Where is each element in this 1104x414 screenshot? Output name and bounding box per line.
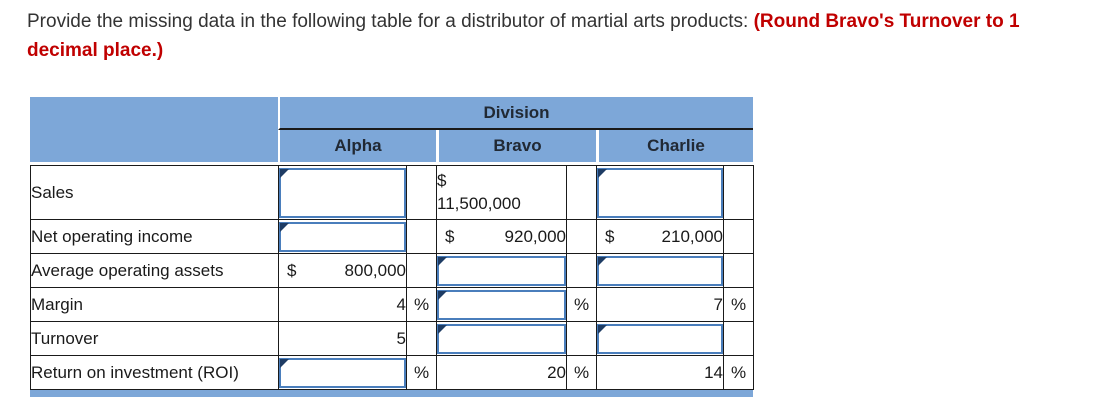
empty-cell <box>406 165 437 220</box>
average-operating-assets-bravo-input[interactable] <box>439 257 564 284</box>
margin-charlie-value: 7 <box>596 287 724 322</box>
empty-cell <box>406 219 437 254</box>
net-operating-income-bravo-cell: $ 920,000 <box>436 219 567 254</box>
column-header-alpha: Alpha <box>278 130 436 162</box>
empty-cell <box>566 253 597 288</box>
net-operating-income-charlie-value: 210,000 <box>661 226 723 246</box>
net-operating-income-label: Net operating income <box>30 219 279 254</box>
average-operating-assets-charlie-field <box>597 255 723 286</box>
row-turnover: Turnover 5 <box>30 321 754 356</box>
turnover-label: Turnover <box>30 321 279 356</box>
row-roi: Return on investment (ROI) % 20 % 14 % <box>30 355 754 390</box>
margin-alpha-value: 4 <box>278 287 407 322</box>
turnover-bravo-input[interactable] <box>439 325 564 352</box>
division-header: Division <box>278 97 753 130</box>
instruction-emphasis: (Round Bravo's Turnover to 1 decimal pla… <box>27 11 1020 62</box>
empty-cell <box>566 165 597 220</box>
sales-charlie-input[interactable] <box>599 169 721 216</box>
empty-cell <box>723 253 754 288</box>
net-operating-income-alpha-cell <box>278 219 407 254</box>
roi-alpha-cell <box>278 355 407 390</box>
average-operating-assets-charlie-cell <box>596 253 724 288</box>
net-operating-income-alpha-input[interactable] <box>281 223 404 250</box>
turnover-alpha-value: 5 <box>278 321 407 356</box>
dollar-sign: $ <box>605 226 615 246</box>
header-row-columns: Alpha Bravo Charlie <box>30 130 753 162</box>
roi-alpha-field <box>279 357 406 388</box>
average-operating-assets-alpha-value: 800,000 <box>344 260 406 280</box>
sales-bravo-cell: $ 11,500,000 <box>436 165 567 220</box>
row-average-operating-assets: Average operating assets $ 800,000 <box>30 253 754 288</box>
average-operating-assets-bravo-field <box>437 255 566 286</box>
turnover-charlie-cell <box>596 321 724 356</box>
roi-charlie-value: 14 <box>596 355 724 390</box>
empty-cell <box>566 321 597 356</box>
empty-cell <box>566 219 597 254</box>
sales-alpha-input[interactable] <box>281 169 404 216</box>
percent-sign: % <box>566 355 597 390</box>
empty-cell <box>406 253 437 288</box>
sales-charlie-field <box>597 167 723 218</box>
row-margin: Margin 4 % % 7 % <box>30 287 754 322</box>
turnover-charlie-field <box>597 323 723 354</box>
net-operating-income-charlie-cell: $ 210,000 <box>596 219 724 254</box>
sales-label: Sales <box>30 165 279 220</box>
instruction: Provide the missing data in the followin… <box>27 7 1089 66</box>
dollar-sign: $ <box>287 260 297 280</box>
margin-bravo-field <box>437 289 566 320</box>
table-corner-blank-2 <box>30 130 278 162</box>
instruction-text: Provide the missing data in the followin… <box>27 11 754 32</box>
column-header-bravo: Bravo <box>436 130 596 162</box>
average-operating-assets-charlie-input[interactable] <box>599 257 721 284</box>
column-header-charlie: Charlie <box>596 130 753 162</box>
sales-bravo-value: 11,500,000 <box>437 193 521 213</box>
row-net-operating-income: Net operating income $ 920,000 $ 210,000 <box>30 219 754 254</box>
percent-sign: % <box>406 287 437 322</box>
average-operating-assets-alpha-cell: $ 800,000 <box>278 253 407 288</box>
turnover-bravo-field <box>437 323 566 354</box>
margin-label: Margin <box>30 287 279 322</box>
distributor-table: Division Alpha Bravo Charlie Sales <box>30 97 754 397</box>
table-corner-blank <box>30 97 278 130</box>
net-operating-income-bravo-value: 920,000 <box>504 226 566 246</box>
net-operating-income-alpha-field <box>279 221 406 252</box>
table-body: Sales $ 11,500,000 <box>30 165 754 390</box>
margin-bravo-input[interactable] <box>439 291 564 318</box>
turnover-bravo-cell <box>436 321 567 356</box>
dollar-sign: $ <box>437 170 447 190</box>
percent-sign: % <box>723 355 754 390</box>
table-bottom-border <box>30 390 753 397</box>
sales-alpha-cell <box>278 165 407 220</box>
empty-cell <box>406 321 437 356</box>
roi-label: Return on investment (ROI) <box>30 355 279 390</box>
turnover-charlie-input[interactable] <box>599 325 721 352</box>
header-row-division: Division <box>30 97 753 130</box>
empty-cell <box>723 321 754 356</box>
roi-bravo-value: 20 <box>436 355 567 390</box>
percent-sign: % <box>566 287 597 322</box>
row-sales: Sales $ 11,500,000 <box>30 165 754 220</box>
margin-bravo-cell <box>436 287 567 322</box>
roi-alpha-input[interactable] <box>281 359 404 386</box>
empty-cell <box>723 165 754 220</box>
average-operating-assets-label: Average operating assets <box>30 253 279 288</box>
percent-sign: % <box>406 355 437 390</box>
sales-alpha-field <box>279 167 406 218</box>
average-operating-assets-bravo-cell <box>436 253 567 288</box>
empty-cell <box>723 219 754 254</box>
dollar-sign: $ <box>445 226 455 246</box>
percent-sign: % <box>723 287 754 322</box>
sales-charlie-cell <box>596 165 724 220</box>
